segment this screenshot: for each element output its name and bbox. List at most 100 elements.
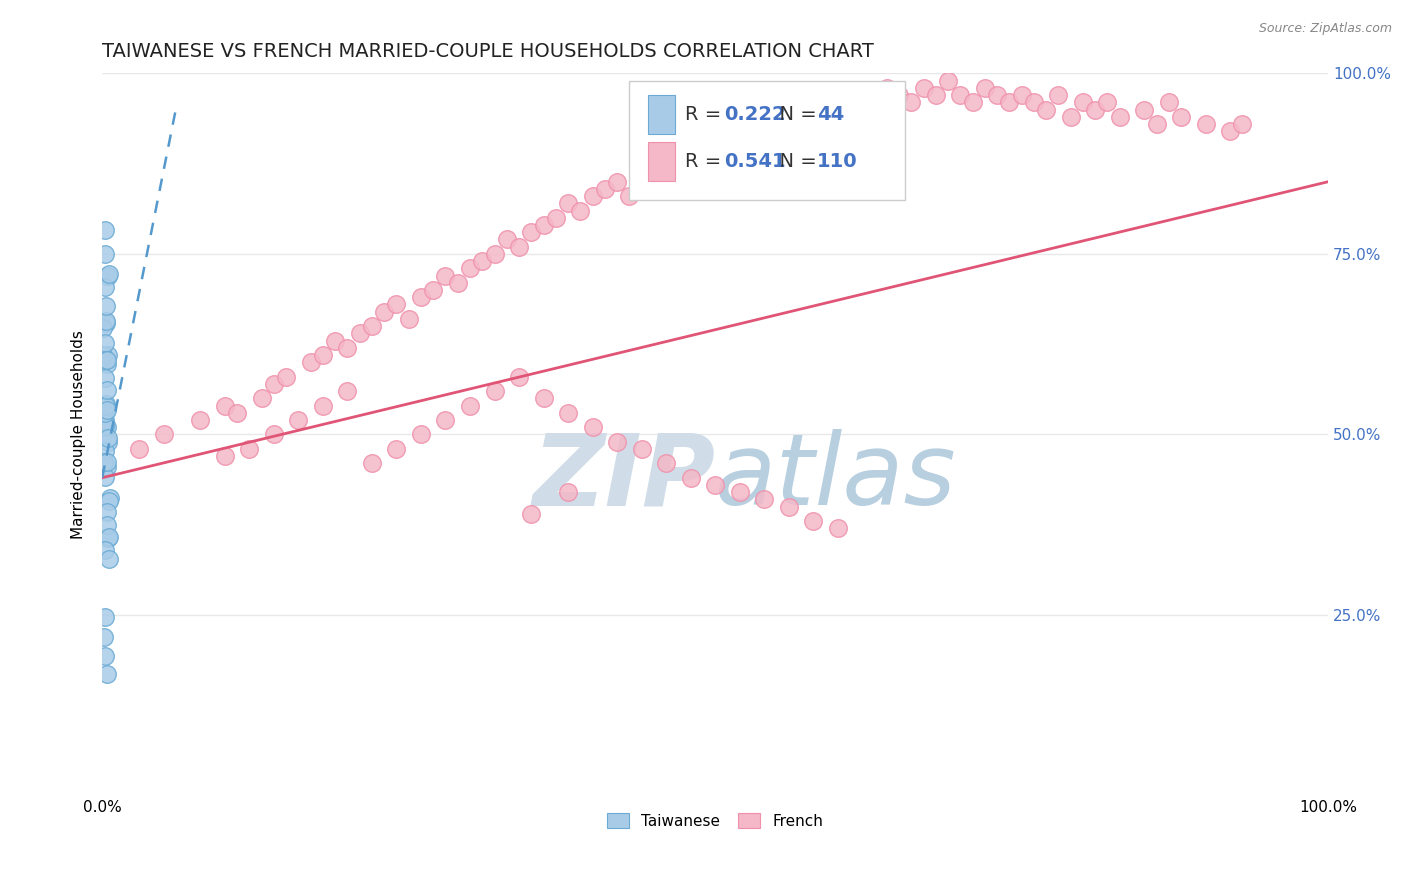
Point <box>839 110 862 124</box>
Text: TAIWANESE VS FRENCH MARRIED-COUPLE HOUSEHOLDS CORRELATION CHART: TAIWANESE VS FRENCH MARRIED-COUPLE HOUSE… <box>103 42 875 61</box>
Point <box>1071 95 1094 110</box>
Text: atlas: atlas <box>716 429 957 526</box>
Point <box>973 81 995 95</box>
Point <box>97 435 120 450</box>
Point <box>986 88 1008 103</box>
Point <box>93 223 115 237</box>
Point <box>97 494 120 508</box>
Text: R =: R = <box>685 105 727 124</box>
Point <box>263 427 285 442</box>
Point <box>495 232 517 246</box>
Point <box>128 442 150 456</box>
Point <box>336 341 359 355</box>
Point <box>827 95 849 110</box>
Point <box>668 153 690 167</box>
Point <box>1022 95 1045 110</box>
Point <box>801 514 824 528</box>
Text: 0.541: 0.541 <box>724 152 786 171</box>
Point <box>900 95 922 110</box>
Point <box>704 478 727 492</box>
Point <box>949 88 972 103</box>
Point <box>998 95 1021 110</box>
Point <box>876 81 898 95</box>
Point <box>94 407 117 421</box>
Point <box>925 88 948 103</box>
Point <box>97 348 120 362</box>
Point <box>93 455 115 469</box>
Point <box>336 384 359 398</box>
Point <box>94 397 117 411</box>
Point <box>936 73 959 87</box>
Point <box>98 491 121 505</box>
Point <box>349 326 371 341</box>
Point <box>97 551 120 566</box>
Point <box>96 316 118 330</box>
Point <box>533 392 555 406</box>
Point <box>606 175 628 189</box>
Point <box>801 117 824 131</box>
Point <box>94 413 117 427</box>
Point <box>1232 117 1254 131</box>
Point <box>96 504 118 518</box>
Point <box>96 667 118 681</box>
Point <box>434 268 457 283</box>
Point <box>93 630 115 644</box>
Point <box>96 455 118 469</box>
Point <box>1146 117 1168 131</box>
Point <box>754 138 776 153</box>
Point <box>458 399 481 413</box>
Point <box>912 81 935 95</box>
Point <box>508 369 530 384</box>
Point <box>94 470 117 484</box>
Point <box>96 459 118 474</box>
Point <box>1060 110 1083 124</box>
Point <box>96 419 118 434</box>
Point <box>484 247 506 261</box>
Point <box>520 507 543 521</box>
Point <box>96 353 118 368</box>
Point <box>93 542 115 557</box>
Point <box>606 434 628 449</box>
Point <box>361 319 384 334</box>
Point <box>655 175 678 189</box>
Point <box>94 353 117 368</box>
Point <box>250 392 273 406</box>
Point <box>544 211 567 225</box>
Point <box>1157 95 1180 110</box>
Point <box>520 225 543 239</box>
Text: Source: ZipAtlas.com: Source: ZipAtlas.com <box>1258 22 1392 36</box>
Point <box>323 334 346 348</box>
Point <box>1219 124 1241 138</box>
Point <box>96 299 118 313</box>
Point <box>581 189 603 203</box>
Point <box>97 431 120 445</box>
Point <box>373 304 395 318</box>
Point <box>569 203 592 218</box>
Point <box>1035 103 1057 117</box>
Text: N =: N = <box>766 105 823 124</box>
Text: 110: 110 <box>817 152 858 171</box>
Point <box>1194 117 1216 131</box>
Point <box>1133 103 1156 117</box>
Point <box>93 414 115 428</box>
Text: R =: R = <box>685 152 727 171</box>
Point <box>741 124 763 138</box>
Point <box>1097 95 1119 110</box>
Point <box>458 261 481 276</box>
Point <box>96 518 118 533</box>
Point <box>508 240 530 254</box>
Point <box>226 406 249 420</box>
Point <box>152 427 174 442</box>
Point <box>96 357 118 371</box>
Point <box>790 110 813 124</box>
Point <box>98 267 121 281</box>
Text: 0.222: 0.222 <box>724 105 786 124</box>
Point <box>484 384 506 398</box>
Legend: Taiwanese, French: Taiwanese, French <box>602 806 830 835</box>
Text: N =: N = <box>766 152 823 171</box>
Point <box>94 314 117 328</box>
Point <box>557 406 579 420</box>
Point <box>299 355 322 369</box>
Point <box>263 376 285 391</box>
Point <box>94 280 117 294</box>
